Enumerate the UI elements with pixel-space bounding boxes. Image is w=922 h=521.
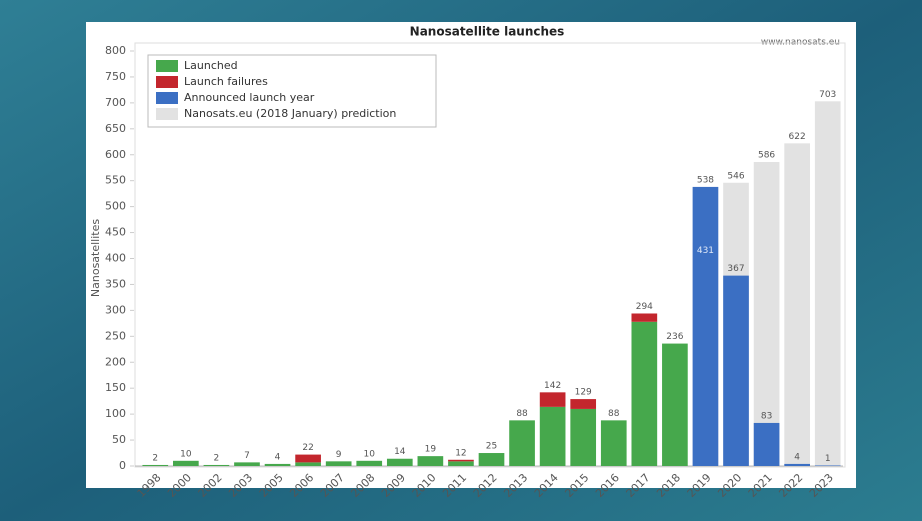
legend-label: Nanosats.eu (2018 January) prediction — [184, 107, 396, 120]
bar-segment — [539, 392, 566, 407]
bar-segment — [570, 399, 597, 409]
total-label: 294 — [636, 302, 653, 312]
bar-segment — [478, 453, 505, 466]
y-tick-label: 100 — [105, 407, 126, 420]
chart-title: Nanosatellite launches — [410, 25, 565, 39]
value-label: 703 — [819, 90, 836, 100]
bar — [814, 465, 841, 466]
bar-segment — [662, 343, 688, 466]
bar-segment — [264, 463, 291, 466]
bar — [784, 143, 810, 466]
bar-segment — [448, 459, 474, 462]
total-label: 10 — [364, 449, 376, 459]
legend-swatch — [156, 76, 178, 88]
value-label: 546 — [727, 171, 744, 181]
total-label: 19 — [425, 445, 437, 455]
bar-segment — [295, 454, 321, 463]
value-label: 1 — [825, 454, 831, 464]
bar — [692, 186, 719, 466]
total-label: 88 — [516, 409, 528, 419]
bar-segment — [356, 460, 383, 466]
bar-segment — [295, 462, 321, 466]
bar-segment — [203, 464, 230, 466]
total-label: 14 — [394, 447, 406, 457]
total-label: 4 — [275, 452, 281, 462]
bar-segment — [631, 321, 658, 466]
y-tick-label: 650 — [105, 122, 126, 135]
y-tick-label: 300 — [105, 303, 126, 316]
legend-swatch — [156, 108, 178, 120]
bar-segment — [570, 408, 597, 466]
legend-swatch — [156, 60, 178, 72]
y-tick-label: 450 — [105, 226, 126, 239]
total-label: 2 — [152, 453, 158, 463]
y-tick-label: 700 — [105, 96, 126, 109]
bar-segment — [417, 456, 444, 466]
bar — [723, 275, 749, 466]
bar — [784, 463, 810, 466]
value-label: 367 — [727, 264, 744, 274]
total-label: 25 — [486, 442, 497, 452]
bar-segment — [539, 406, 566, 466]
total-label: 9 — [336, 450, 342, 460]
y-tick-label: 250 — [105, 329, 126, 342]
total-label: 10 — [180, 449, 192, 459]
legend-label: Announced launch year — [184, 91, 315, 104]
total-label: 22 — [302, 443, 313, 453]
bar-segment — [325, 461, 352, 466]
y-tick-label: 350 — [105, 277, 126, 290]
y-tick-label: 50 — [112, 433, 126, 446]
total-label: 88 — [608, 409, 620, 419]
y-tick-label: 750 — [105, 70, 126, 83]
total-label: 142 — [544, 381, 561, 391]
value-label: 4 — [794, 452, 800, 462]
value-label: 586 — [758, 151, 775, 161]
y-tick-label: 600 — [105, 148, 126, 161]
y-tick-label: 150 — [105, 381, 126, 394]
bar — [753, 162, 780, 466]
legend-label: Launch failures — [184, 75, 268, 88]
bar — [814, 101, 841, 466]
y-axis-label: Nanosatellites — [89, 219, 102, 297]
bar-segment — [386, 458, 413, 466]
value-label: 622 — [789, 132, 806, 142]
bar-segment — [173, 460, 199, 466]
bar — [753, 422, 780, 466]
value-label: 538 — [697, 175, 714, 185]
y-tick-label: 400 — [105, 252, 126, 265]
legend-label: Launched — [184, 59, 238, 72]
value-label: 83 — [761, 411, 772, 421]
total-label: 2 — [214, 453, 220, 463]
bar-segment — [600, 420, 627, 466]
y-tick-label: 800 — [105, 44, 126, 57]
total-label: 7 — [244, 451, 250, 461]
legend-box — [147, 54, 437, 128]
y-tick-label: 550 — [105, 174, 126, 187]
legend-swatch — [156, 92, 178, 104]
total-label: 12 — [455, 448, 466, 458]
plot-frame — [134, 42, 846, 468]
total-label: 236 — [666, 332, 683, 342]
bar-segment — [142, 464, 169, 466]
bar-segment — [631, 313, 658, 322]
total-label: 129 — [575, 388, 592, 398]
bar-segment — [234, 462, 260, 466]
value-label: 431 — [697, 246, 714, 256]
bar-segment — [448, 461, 474, 466]
bar-segment — [509, 420, 535, 466]
y-tick-label: 0 — [119, 459, 126, 472]
y-tick-label: 500 — [105, 200, 126, 213]
y-tick-label: 200 — [105, 355, 126, 368]
